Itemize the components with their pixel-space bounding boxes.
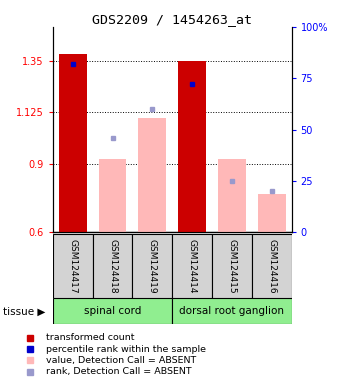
Text: percentile rank within the sample: percentile rank within the sample (46, 344, 206, 354)
Bar (138, 118, 166, 232)
Bar (172, 234, 212, 298)
Bar (53, 234, 93, 298)
Text: rank, Detection Call = ABSENT: rank, Detection Call = ABSENT (46, 367, 191, 376)
Text: dorsal root ganglion: dorsal root ganglion (179, 306, 284, 316)
Text: transformed count: transformed count (46, 333, 134, 342)
Bar (93, 234, 132, 298)
Bar (59, 54, 87, 232)
Bar (218, 159, 246, 232)
Text: value, Detection Call = ABSENT: value, Detection Call = ABSENT (46, 356, 196, 365)
Text: spinal cord: spinal cord (84, 306, 141, 316)
Text: GSM124417: GSM124417 (68, 238, 77, 293)
Text: tissue ▶: tissue ▶ (3, 307, 46, 317)
Text: GSM124418: GSM124418 (108, 238, 117, 293)
Bar (132, 234, 172, 298)
Text: GSM124415: GSM124415 (227, 238, 236, 293)
Title: GDS2209 / 1454263_at: GDS2209 / 1454263_at (92, 13, 252, 26)
Bar (212, 234, 252, 298)
Text: GSM124419: GSM124419 (148, 238, 157, 293)
Bar (252, 234, 292, 298)
Text: GSM124414: GSM124414 (188, 239, 197, 293)
Bar (53, 298, 172, 324)
Bar (172, 298, 292, 324)
Text: GSM124416: GSM124416 (267, 238, 276, 293)
Bar (178, 61, 206, 232)
Bar (99, 159, 127, 232)
Bar (258, 194, 286, 232)
